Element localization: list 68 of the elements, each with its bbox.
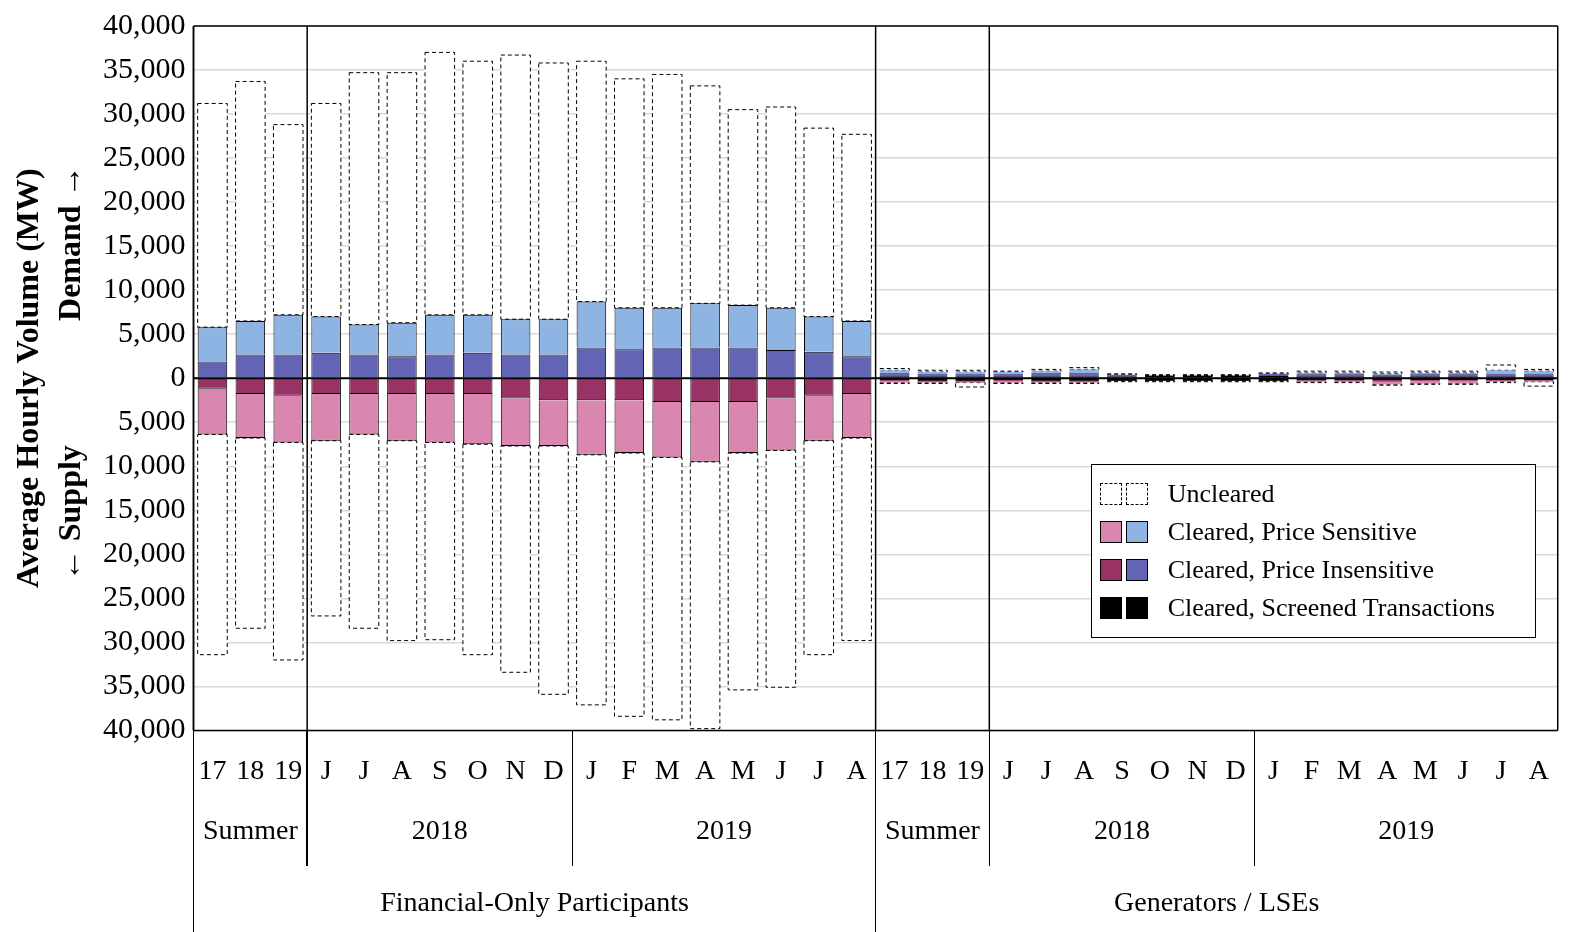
x-tick-label: J bbox=[1268, 753, 1280, 785]
x-tick-label: A bbox=[846, 753, 868, 785]
x-tick-label: 18 bbox=[918, 753, 947, 785]
y-tick-label: 0 bbox=[170, 359, 186, 393]
text: 2018 bbox=[411, 813, 468, 845]
text: 2018 bbox=[1093, 813, 1150, 845]
text: Financial-Only Participants bbox=[380, 885, 689, 917]
x-tick-label: J bbox=[775, 753, 787, 785]
text: Summer bbox=[885, 813, 981, 845]
x-tick-label: S bbox=[432, 753, 448, 785]
x-tick-label: 17 bbox=[198, 753, 227, 785]
x-tick-label: A bbox=[1073, 753, 1095, 785]
y-tick-label: 30,000 bbox=[103, 94, 186, 128]
y-tick-label: 30,000 bbox=[103, 623, 186, 657]
x-tick-label: 18 bbox=[236, 753, 265, 785]
y-tick-label: 10,000 bbox=[103, 447, 186, 481]
y-tick-label: 20,000 bbox=[103, 182, 186, 216]
x-tick-label: D bbox=[543, 753, 564, 785]
x-tick-label: J bbox=[585, 753, 597, 785]
x-tick-label: S bbox=[1114, 753, 1130, 785]
x-tick-label: A bbox=[1377, 753, 1399, 785]
y-tick-label: 40,000 bbox=[103, 6, 186, 40]
x-tick-label: N bbox=[1187, 753, 1208, 785]
x-tick-label: J bbox=[1457, 753, 1469, 785]
x-tick-label: N bbox=[505, 753, 526, 785]
x-tick-label: O bbox=[1149, 753, 1170, 785]
x-tick-label: O bbox=[467, 753, 488, 785]
x-tick-label: 19 bbox=[956, 753, 985, 785]
x-tick-label: F bbox=[1303, 753, 1320, 785]
legend-label: Cleared, Price Insensitive bbox=[1167, 555, 1435, 586]
y-tick-label: 15,000 bbox=[103, 227, 186, 260]
x-tick-label: D bbox=[1225, 753, 1246, 785]
x-tick-label: M bbox=[654, 753, 680, 785]
x-tick-label: J bbox=[1002, 753, 1014, 785]
legend-label: Cleared, Screened Transactions bbox=[1167, 593, 1495, 624]
text: 2019 bbox=[1378, 813, 1435, 845]
y-axis-title: Average Hourly Volume (MW) bbox=[9, 168, 46, 589]
y-tick-label: 25,000 bbox=[103, 138, 186, 172]
x-tick-label: 17 bbox=[880, 753, 909, 785]
x-tick-label: J bbox=[813, 753, 825, 785]
x-tick-label: M bbox=[1336, 753, 1362, 785]
x-tick-label: J bbox=[320, 753, 332, 785]
x-tick-label: J bbox=[358, 753, 370, 785]
y-tick-label: 35,000 bbox=[103, 667, 186, 701]
y-tick-label: 25,000 bbox=[103, 579, 186, 613]
text: ← Supply bbox=[51, 445, 88, 582]
x-tick-label: M bbox=[1412, 753, 1438, 785]
text: 2019 bbox=[696, 813, 753, 845]
text: Summer bbox=[202, 813, 299, 845]
x-tick-label: J bbox=[1495, 753, 1507, 785]
x-tick-label: M bbox=[730, 753, 756, 785]
x-tick-label: A bbox=[694, 753, 716, 785]
x-tick-label: A bbox=[391, 753, 413, 785]
x-tick-label: J bbox=[1040, 753, 1052, 785]
x-tick-label: F bbox=[621, 753, 638, 785]
y-tick-label: 35,000 bbox=[103, 50, 186, 84]
legend-label: Uncleared bbox=[1167, 479, 1275, 510]
text: Demand → bbox=[51, 165, 88, 321]
y-tick-label: 15,000 bbox=[103, 491, 186, 525]
y-tick-label: 40,000 bbox=[103, 711, 186, 745]
x-tick-label: 19 bbox=[274, 753, 303, 785]
y-tick-label: 10,000 bbox=[103, 271, 186, 305]
y-tick-label: 20,000 bbox=[103, 535, 186, 569]
text: Generators / LSEs bbox=[1114, 885, 1320, 917]
x-tick-label: A bbox=[1528, 753, 1550, 785]
y-tick-label: 5,000 bbox=[118, 403, 186, 437]
legend-label: Cleared, Price Sensitive bbox=[1167, 517, 1417, 548]
y-tick-label: 5,000 bbox=[118, 315, 186, 349]
